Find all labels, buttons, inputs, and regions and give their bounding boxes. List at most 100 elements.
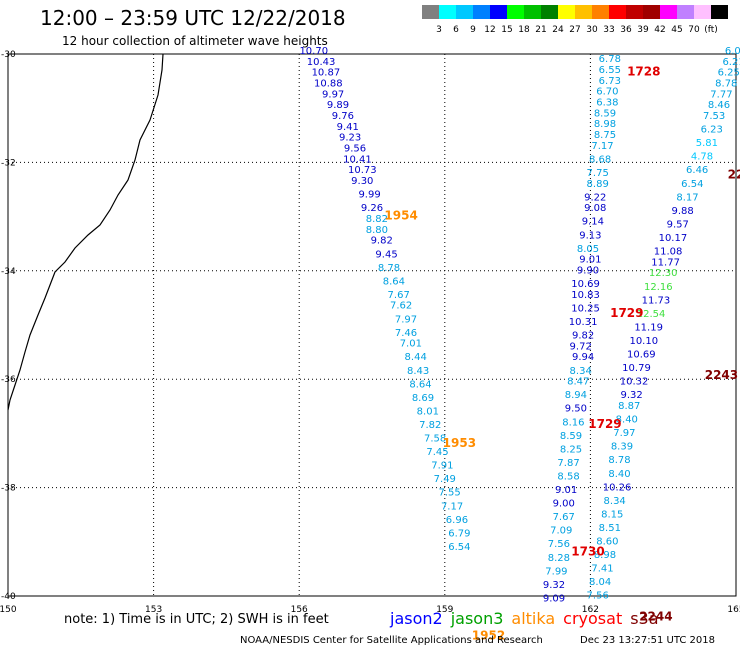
- wave-height-value: 6.03: [725, 46, 740, 57]
- satellite-name: jason2: [390, 609, 443, 628]
- wave-height-value: 8.05: [577, 244, 599, 255]
- wave-height-value: 9.41: [337, 122, 359, 133]
- wave-height-value: 8.78: [608, 455, 630, 466]
- x-tick-label: 153: [145, 605, 162, 615]
- pass-time-label: 2244: [639, 609, 672, 623]
- wave-height-value: 8.34: [570, 366, 592, 377]
- map-frame: [7, 53, 737, 597]
- wave-height-value: 5.81: [696, 138, 718, 149]
- wave-height-value: 11.73: [642, 295, 671, 306]
- wave-height-value: 9.82: [572, 331, 594, 342]
- wave-height-value: 8.60: [596, 537, 618, 548]
- y-tick-label: -32: [1, 158, 16, 168]
- legend-swatch: [660, 5, 677, 19]
- wave-height-value: 8.59: [560, 431, 582, 442]
- wave-height-value: 9.32: [543, 580, 565, 591]
- legend-label: 42: [654, 25, 665, 35]
- pass-time-label: 1730: [571, 544, 604, 558]
- wave-height-value: 8.44: [405, 352, 427, 363]
- legend-swatch: [626, 5, 643, 19]
- wave-height-value: 7.91: [431, 461, 453, 472]
- wave-height-value: 8.94: [565, 390, 587, 401]
- satellite-name: jason3: [450, 609, 504, 628]
- wave-height-value: 9.26: [361, 203, 383, 214]
- footer-credit: NOAA/NESDIS Center for Satellite Applica…: [240, 635, 543, 646]
- legend-swatch: [592, 5, 609, 19]
- wave-height-value: 8.68: [589, 154, 611, 165]
- wave-height-value: 9.01: [555, 485, 577, 496]
- wave-height-value: 7.46: [395, 328, 417, 339]
- legend-swatch: [575, 5, 592, 19]
- wave-height-value: 11.77: [651, 257, 680, 268]
- wave-height-value: 10.79: [622, 363, 651, 374]
- wave-height-value: 7.53: [703, 111, 725, 122]
- wave-height-value: 11.19: [634, 322, 663, 333]
- wave-height-value: 6.70: [596, 87, 618, 98]
- wave-height-value: 9.97: [322, 89, 344, 100]
- pass-time-label: 1729: [588, 417, 621, 431]
- wave-height-value: 7.17: [591, 141, 613, 152]
- x-tick-label: 165: [727, 605, 740, 615]
- pass-time-label: 1952: [472, 628, 505, 642]
- wave-height-value: 8.43: [407, 366, 429, 377]
- wave-height-value: 12.16: [644, 282, 673, 293]
- wave-height-value: 8.01: [417, 406, 439, 417]
- wave-height-value: 6.38: [596, 97, 618, 108]
- legend-label: 30: [586, 25, 598, 35]
- wave-height-value: 8.47: [567, 377, 589, 388]
- legend-swatch: [694, 5, 711, 19]
- wave-height-value: 9.22: [584, 192, 606, 203]
- wave-height-value: 10.73: [348, 165, 377, 176]
- wave-height-value: 8.39: [611, 442, 633, 453]
- legend-label: 3: [436, 25, 442, 35]
- wave-height-value: 10.43: [307, 57, 336, 68]
- wave-height-value: 10.10: [629, 336, 658, 347]
- legend-swatch: [524, 5, 541, 19]
- wave-height-value: 9.99: [358, 190, 380, 201]
- pass-time-label: 1728: [627, 65, 660, 79]
- wave-height-value: 8.40: [608, 469, 630, 480]
- wave-height-value: 7.67: [388, 290, 410, 301]
- coastline: [7, 53, 164, 411]
- wave-height-value: 9.88: [671, 206, 693, 217]
- wave-height-value: 7.58: [424, 434, 446, 445]
- wave-height-value: 6.96: [446, 515, 468, 526]
- wave-height-value: 7.77: [710, 89, 732, 100]
- wave-height-value: 7.49: [434, 474, 456, 485]
- y-tick-label: -40: [1, 592, 16, 602]
- wave-height-value: 4.78: [691, 152, 713, 163]
- wave-height-value: 7.56: [587, 591, 609, 602]
- wave-height-value: 6.79: [448, 528, 470, 539]
- legend-swatch: [677, 5, 694, 19]
- chart-subtitle: 12 hour collection of altimeter wave hei…: [62, 34, 328, 48]
- wave-height-value: 9.89: [327, 100, 349, 111]
- wave-height-value: 7.45: [426, 447, 448, 458]
- wave-height-value: 6.55: [599, 65, 621, 76]
- wave-height-value: 7.17: [441, 501, 463, 512]
- legend-swatch: [422, 5, 439, 19]
- wave-height-value: 9.94: [572, 352, 594, 363]
- wave-height-value: 10.70: [299, 46, 328, 57]
- wave-height-value: 7.99: [545, 566, 567, 577]
- wave-height-value: 8.16: [562, 417, 584, 428]
- wave-height-value: 9.50: [565, 404, 587, 415]
- wave-height-value: 8.89: [587, 179, 609, 190]
- wave-height-value: 8.15: [601, 509, 623, 520]
- wave-height-value: 7.01: [400, 339, 422, 350]
- wave-height-value: 10.69: [571, 279, 600, 290]
- wave-height-value: 8.80: [366, 225, 388, 236]
- legend-label: 24: [552, 25, 564, 35]
- color-legend: 3 6 9 12 15 18 21 24 27 30 33 36 39 42 45 70 (ft): [422, 5, 728, 35]
- wave-height-value: 8.28: [548, 553, 570, 564]
- pass-time-label: 1729: [610, 306, 643, 320]
- wave-height-value: 9.01: [579, 255, 601, 266]
- legend-label: 70: [688, 25, 700, 35]
- wave-height-value: 9.72: [570, 341, 592, 352]
- wave-height-value: 9.14: [582, 217, 604, 228]
- wave-height-value: 8.98: [594, 119, 616, 130]
- satellite-name: altika: [511, 609, 556, 628]
- chart-title: 12:00 – 23:59 UTC 12/22/2018: [40, 6, 346, 30]
- wave-height-value: 11.08: [654, 247, 683, 258]
- wave-height-value: 9.32: [621, 390, 643, 401]
